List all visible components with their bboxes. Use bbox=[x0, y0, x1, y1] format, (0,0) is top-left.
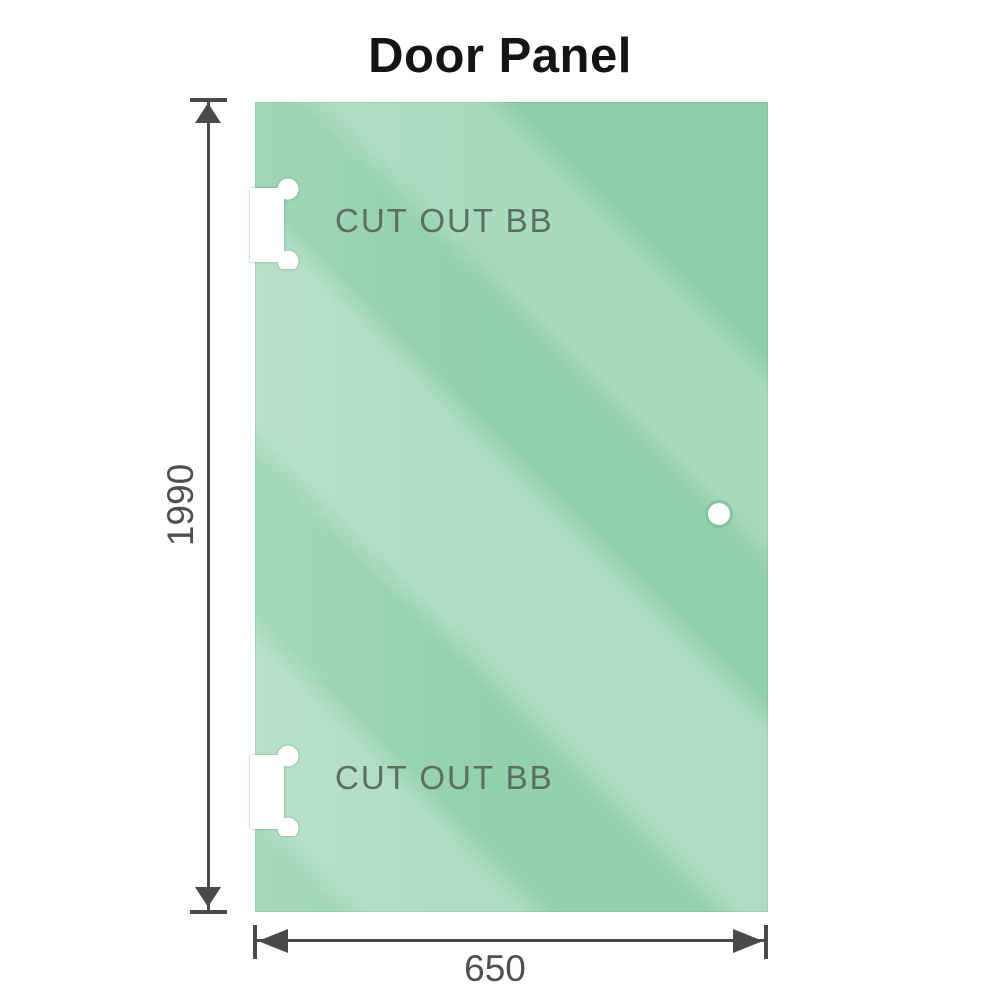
arrowhead-right-icon bbox=[733, 929, 763, 953]
hinge-cutout-top-icon bbox=[250, 178, 299, 269]
width-dimension-line bbox=[255, 939, 766, 942]
handle-hole bbox=[705, 500, 733, 528]
arrowhead-down-icon bbox=[195, 887, 221, 907]
width-dimension-cap-left bbox=[253, 925, 257, 959]
height-dimension-cap-bottom bbox=[190, 910, 227, 914]
arrowhead-left-icon bbox=[258, 929, 288, 953]
cutout-label-top: CUT OUT BB bbox=[335, 202, 554, 239]
width-dimension-label: 650 bbox=[464, 948, 526, 989]
hinge-cutout-bottom-icon bbox=[250, 745, 299, 836]
page-title: Door Panel bbox=[368, 29, 632, 83]
height-dimension-line bbox=[207, 100, 210, 912]
door-panel-glass bbox=[255, 102, 768, 912]
arrowhead-up-icon bbox=[195, 103, 221, 123]
width-dimension-cap-right bbox=[764, 925, 768, 959]
cutout-label-bottom: CUT OUT BB bbox=[335, 759, 554, 796]
height-dimension-label: 1990 bbox=[160, 463, 201, 547]
